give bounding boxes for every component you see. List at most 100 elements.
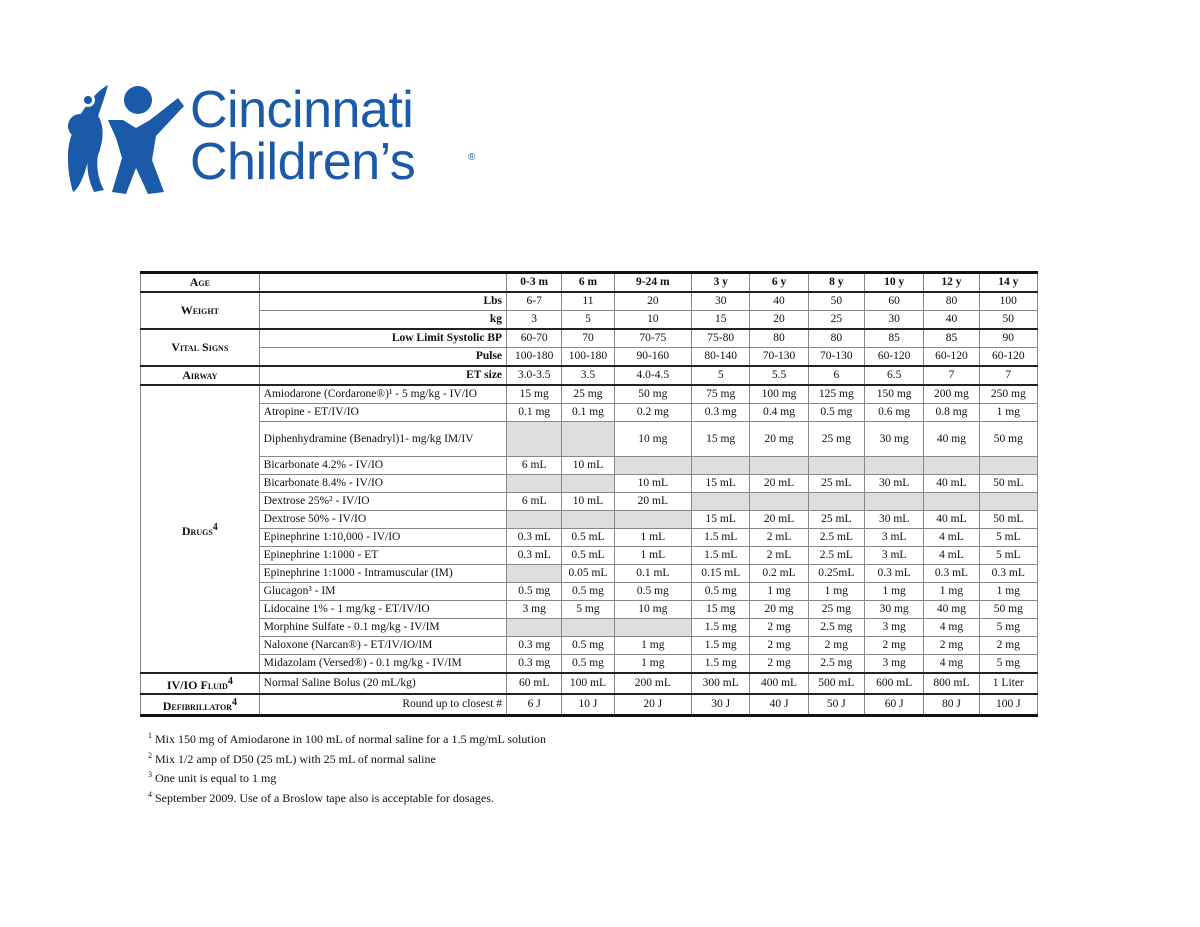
value-cell: 2 mg — [749, 636, 809, 655]
drug-row: Diphenhydramine (Benadryl)1- mg/kg IM/IV… — [141, 421, 1039, 457]
value-cell: 200 mg — [923, 384, 980, 404]
footnote-ref: 4 — [227, 676, 233, 687]
value-cell: 0.1 mL — [613, 564, 693, 583]
value-cell: 1.5 mg — [691, 654, 751, 674]
category-label: Vital Signs — [140, 328, 260, 367]
value-cell: 5 mL — [978, 546, 1039, 565]
value-cell: 100 mg — [749, 384, 809, 404]
drug-row: Dextrose 25%² - IV/IO 6 mL 10 mL 20 mL — [141, 492, 1039, 511]
drug-row: Morphine Sulfate - 0.1 mg/kg - IV/IM 1.5 … — [141, 618, 1039, 637]
value-cell: 4 mg — [923, 618, 980, 637]
value-cell: 0.5 mg — [561, 654, 615, 674]
value-cell: 2 mg — [863, 636, 925, 655]
value-cell: 30 J — [691, 693, 751, 717]
value-cell: 20 — [749, 310, 809, 330]
value-cell: 5 mL — [978, 528, 1039, 547]
footnote: 3 One unit is equal to 1 mg — [148, 770, 277, 785]
value-cell: 80 — [749, 328, 809, 348]
weight-kg-row: kg 3 5 10 15 20 25 30 40 50 — [141, 310, 1039, 330]
value-cell: 25 mL — [807, 474, 865, 493]
value-cell — [613, 456, 693, 475]
value-cell: 3 mg — [863, 618, 925, 637]
value-cell: 0.2 mg — [613, 403, 693, 422]
logo-wordmark: Cincinnati Children’s — [190, 81, 416, 191]
value-cell: 3 — [506, 310, 563, 330]
value-cell: 60-120 — [863, 347, 925, 367]
value-cell: 800 mL — [923, 672, 980, 695]
row-label: ET size — [258, 365, 508, 386]
drug-row: Epinephrine 1:10,000 - IV/IO 0.3 mL 0.5 mL… — [141, 528, 1039, 547]
value-cell: 1.5 mL — [691, 546, 751, 565]
value-cell: 1 mg — [978, 403, 1039, 422]
value-cell: 70 — [561, 328, 615, 348]
value-cell — [691, 492, 751, 511]
footnote-ref: 4 — [231, 697, 237, 708]
value-cell: 50 — [807, 291, 865, 311]
drug-row: Lidocaine 1% - 1 mg/kg - ET/IV/IO 3 mg 5 m… — [141, 600, 1039, 619]
drug-row: Dextrose 50% - IV/IO 15 mL 20 mL 25 mL 30 mL… — [141, 510, 1039, 529]
drug-row: Epinephrine 1:1000 - ET 0.3 mL 0.5 mL 1 mL 1… — [141, 546, 1039, 565]
value-cell: 60-70 — [506, 328, 563, 348]
value-cell: 2 mg — [749, 618, 809, 637]
drug-row: Bicarbonate 4.2% - IV/IO 6 mL 10 mL — [141, 456, 1039, 475]
value-cell: 30 — [691, 291, 751, 311]
value-cell — [561, 510, 615, 529]
value-cell: 0.3 mg — [506, 636, 563, 655]
value-cell: 15 mL — [691, 474, 751, 493]
value-cell: 1.5 mg — [691, 618, 751, 637]
value-cell — [561, 618, 615, 637]
value-cell: 0.8 mg — [923, 403, 980, 422]
value-cell: 3 mg — [863, 654, 925, 674]
value-cell — [923, 456, 980, 475]
row-label: kg — [258, 310, 508, 330]
value-cell: 4 mL — [923, 546, 980, 565]
value-cell: 10 mL — [561, 492, 615, 511]
value-cell: 0.5 mg — [691, 582, 751, 601]
row-label: Pulse — [258, 347, 508, 367]
value-cell: 6 mL — [506, 492, 563, 511]
value-cell: 0.3 mL — [978, 564, 1039, 583]
value-cell: 60 — [863, 291, 925, 311]
value-cell: 1 mg — [613, 654, 693, 674]
value-cell: 10 J — [561, 693, 615, 717]
drug-name: Epinephrine 1:1000 - Intramuscular (IM) — [258, 564, 508, 583]
value-cell: 2.5 mg — [807, 654, 865, 674]
value-cell: 40 mg — [923, 421, 980, 457]
value-cell: 25 — [807, 310, 865, 330]
value-cell — [749, 456, 809, 475]
value-cell: 40 mg — [923, 600, 980, 619]
value-cell: 2.5 mL — [807, 546, 865, 565]
value-cell — [506, 421, 563, 457]
value-cell: 0.3 mg — [691, 403, 751, 422]
value-cell: 1.5 mL — [691, 528, 751, 547]
value-cell: 20 — [613, 291, 693, 311]
value-cell — [506, 474, 563, 493]
footnote-number: 4 — [148, 789, 152, 799]
value-cell: 20 mL — [749, 474, 809, 493]
value-cell: 2 mL — [749, 546, 809, 565]
value-cell: 30 mg — [863, 600, 925, 619]
value-cell — [863, 456, 925, 475]
value-cell: 75 mg — [691, 384, 751, 404]
value-cell: 2 mg — [923, 636, 980, 655]
drug-name: Midazolam (Versed®) - 0.1 mg/kg - IV/IM — [258, 654, 508, 674]
child-figure-icon — [68, 85, 184, 194]
value-cell: 80-140 — [691, 347, 751, 367]
value-cell: 4 mg — [923, 654, 980, 674]
value-cell: 0.5 mg — [613, 582, 693, 601]
value-cell: 1 mg — [923, 582, 980, 601]
value-cell: 6 mL — [506, 456, 563, 475]
value-cell: 600 mL — [863, 672, 925, 695]
drug-name: Epinephrine 1:1000 - ET — [258, 546, 508, 565]
fluid-row: IV/IO Fluid4 Normal Saline Bolus (20 mL/k… — [140, 672, 1039, 695]
value-cell: 80 — [923, 291, 980, 311]
value-cell: 15 mg — [691, 421, 751, 457]
category-label: Drugs4 — [140, 384, 260, 674]
value-cell: 2 mL — [749, 528, 809, 547]
value-cell: 25 mg — [807, 421, 865, 457]
value-cell: 11 — [561, 291, 615, 311]
value-cell: 90-160 — [613, 347, 693, 367]
value-cell: 1 Liter — [978, 672, 1039, 695]
drug-name: Amiodarone (Cordarone®)¹ - 5 mg/kg - IV/… — [258, 384, 508, 404]
